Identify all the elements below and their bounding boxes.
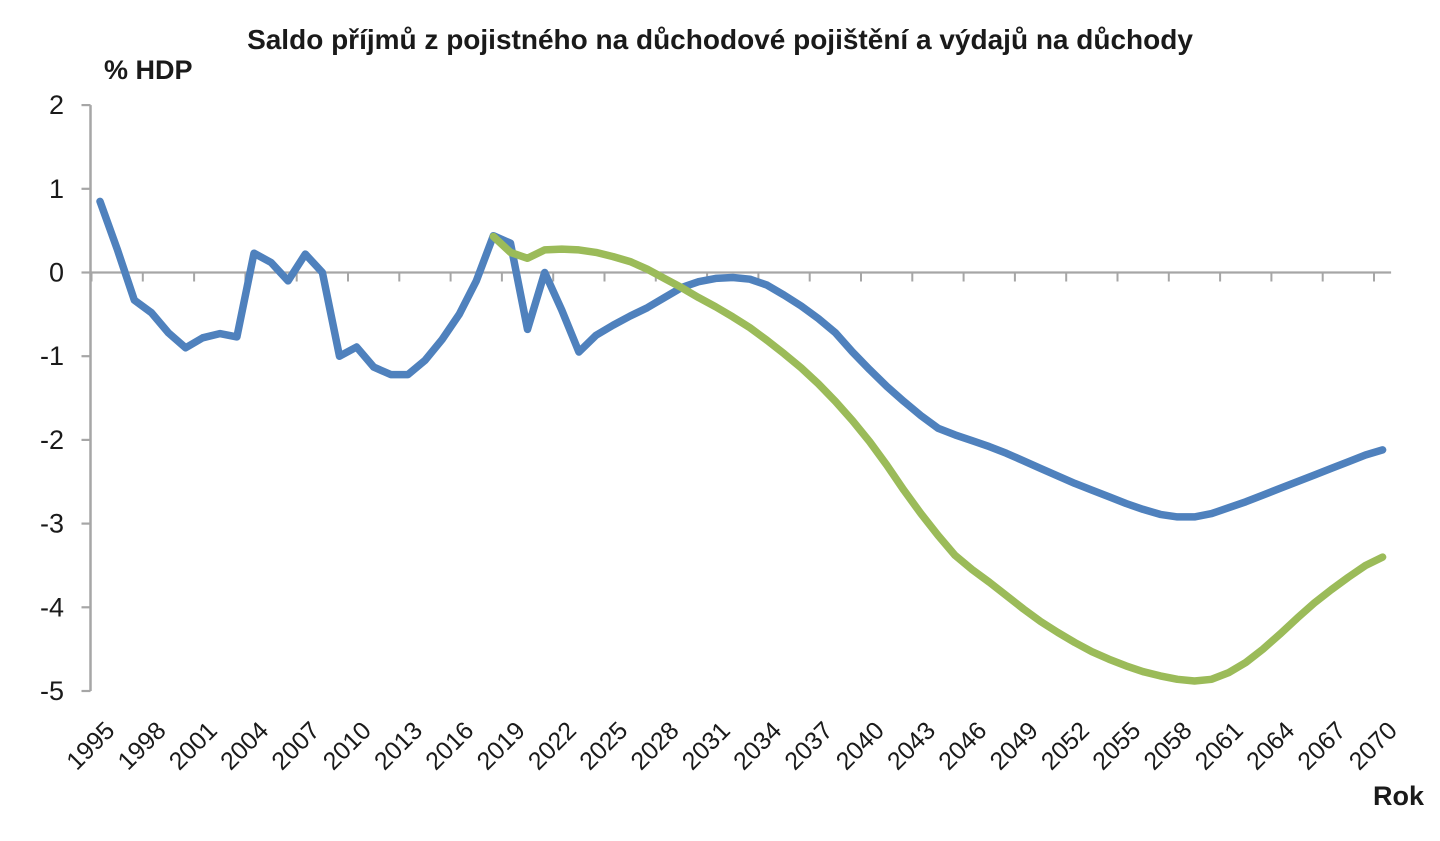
x-tick-label: 2058 xyxy=(1138,716,1197,775)
x-tick-label: 2049 xyxy=(985,716,1044,775)
y-tick-label: -4 xyxy=(40,592,64,622)
series-blue-line xyxy=(96,197,1387,521)
x-tick-label: 2055 xyxy=(1087,716,1146,775)
x-tick-label: 2016 xyxy=(420,716,479,775)
y-axis-title: % HDP xyxy=(104,55,193,85)
y-tick-label: -1 xyxy=(40,341,64,371)
x-tick-label: 2010 xyxy=(318,716,377,775)
y-tick-label: 0 xyxy=(49,258,64,288)
x-tick-label: 2037 xyxy=(779,716,838,775)
x-tick-label: 2013 xyxy=(369,716,428,775)
x-tick-label: 2067 xyxy=(1292,716,1351,775)
x-tick-label: 2040 xyxy=(831,716,890,775)
x-tick-label: 2019 xyxy=(472,716,531,775)
x-tick-label: 2070 xyxy=(1344,716,1403,775)
x-axis-title: Rok xyxy=(1372,781,1424,811)
x-tick-label: 2064 xyxy=(1241,716,1300,775)
y-tick-label: -3 xyxy=(40,509,64,539)
x-tick-label: 2031 xyxy=(677,716,736,775)
x-tick-label: 2001 xyxy=(164,716,223,775)
x-tick-label: 2043 xyxy=(882,716,941,775)
x-tick-label: 1998 xyxy=(112,716,171,775)
x-tick-label: 2034 xyxy=(728,716,787,775)
y-tick-label: 1 xyxy=(49,174,64,204)
x-tick-label: 2046 xyxy=(933,716,992,775)
x-tick-label: 2007 xyxy=(266,716,325,775)
x-tick-label: 2061 xyxy=(1190,716,1249,775)
y-tick-label: -5 xyxy=(40,676,64,706)
x-tick-label: 1995 xyxy=(61,716,120,775)
x-tick-label: 2052 xyxy=(1036,716,1095,775)
series-green-line xyxy=(489,232,1387,685)
x-tick-label: 2022 xyxy=(523,716,582,775)
x-tick-label: 2025 xyxy=(574,716,633,775)
chart-title: Saldo příjmů z pojistného na důchodové p… xyxy=(247,24,1193,55)
x-tick-label: 2028 xyxy=(625,716,684,775)
y-tick-label: 2 xyxy=(49,90,64,120)
y-tick-label: -2 xyxy=(40,425,64,455)
x-tick-label: 2004 xyxy=(215,716,274,775)
